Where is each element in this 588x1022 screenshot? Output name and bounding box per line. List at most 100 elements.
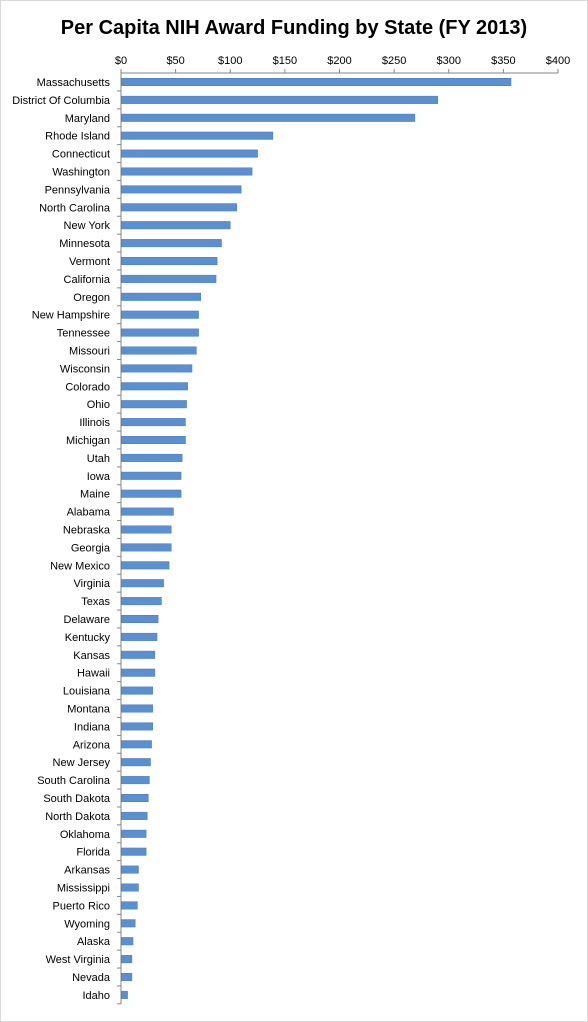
bar-series xyxy=(121,78,512,999)
bar xyxy=(121,937,134,946)
bar xyxy=(121,346,197,355)
category-label: West Virginia xyxy=(46,954,111,966)
bar xyxy=(121,221,231,230)
bar xyxy=(121,418,186,427)
bar xyxy=(121,471,182,480)
category-label: Alabama xyxy=(67,507,111,519)
category-label: Alaska xyxy=(77,936,111,948)
category-label: Puerto Rico xyxy=(53,900,110,912)
category-label: Wisconsin xyxy=(60,363,110,375)
category-label: North Dakota xyxy=(45,811,111,823)
category-label: Minnesota xyxy=(59,238,111,250)
bar xyxy=(121,722,153,731)
category-label: Indiana xyxy=(74,721,111,733)
category-label: Maryland xyxy=(65,113,110,125)
bar xyxy=(121,776,150,785)
bar xyxy=(121,758,151,767)
bar xyxy=(121,113,416,122)
category-label: Illinois xyxy=(79,417,110,429)
x-tick-label: $150 xyxy=(273,55,297,67)
category-label: Iowa xyxy=(87,471,111,483)
bar xyxy=(121,543,172,552)
bar xyxy=(121,955,133,964)
category-label: South Carolina xyxy=(37,775,111,787)
category-label: Mississippi xyxy=(57,883,110,895)
category-label: Michigan xyxy=(66,435,110,447)
category-label: New Mexico xyxy=(50,560,110,572)
bar xyxy=(121,507,174,516)
bar xyxy=(121,382,188,391)
x-tick-label: $400 xyxy=(546,55,570,67)
category-label: Washington xyxy=(52,167,110,179)
bar xyxy=(121,740,152,749)
category-label: Tennessee xyxy=(57,328,110,340)
category-label: District Of Columbia xyxy=(12,95,111,107)
category-label: Nebraska xyxy=(63,525,111,537)
x-tick-label: $250 xyxy=(382,55,406,67)
category-label: Rhode Island xyxy=(45,131,110,143)
category-label: Georgia xyxy=(71,542,111,554)
category-label: New Jersey xyxy=(53,757,111,769)
bar xyxy=(121,328,199,337)
bar xyxy=(121,990,128,999)
bar xyxy=(121,668,156,677)
category-label: Kansas xyxy=(73,650,110,662)
category-label: Idaho xyxy=(82,990,110,1002)
bar xyxy=(121,131,274,140)
bar xyxy=(121,274,217,283)
category-label: Maine xyxy=(80,489,110,501)
category-label: Nevada xyxy=(72,972,111,984)
bar xyxy=(121,257,218,265)
category-label: Colorado xyxy=(65,381,110,393)
bar xyxy=(121,561,170,570)
category-label: Arizona xyxy=(73,739,111,751)
x-tick-label: $0 xyxy=(115,55,127,67)
x-tick-label: $100 xyxy=(218,55,242,67)
category-labels: Massachusetts District Of Columbia Marylan… xyxy=(12,77,121,1005)
bar xyxy=(121,525,172,534)
category-label: Connecticut xyxy=(52,149,110,161)
bar xyxy=(121,78,512,86)
bar xyxy=(121,310,199,319)
x-tick-label: $50 xyxy=(166,55,184,67)
bar xyxy=(121,364,193,373)
bar xyxy=(121,95,439,104)
category-label: Florida xyxy=(76,847,111,859)
x-tick-label: $300 xyxy=(437,55,461,67)
category-label: Virginia xyxy=(74,578,111,590)
category-label: Montana xyxy=(67,704,111,716)
bar xyxy=(121,704,153,713)
bar xyxy=(121,597,162,606)
category-label: Wyoming xyxy=(64,918,110,930)
bar xyxy=(121,436,186,444)
category-label: Arkansas xyxy=(64,865,110,877)
bar xyxy=(121,185,242,194)
x-tick-label: $350 xyxy=(491,55,515,67)
category-label: Pennsylvania xyxy=(45,184,111,196)
category-label: North Carolina xyxy=(39,202,111,214)
category-label: Oregon xyxy=(73,292,110,304)
category-label: Oklahoma xyxy=(60,829,111,841)
bar xyxy=(121,453,183,462)
category-label: Utah xyxy=(87,453,110,465)
category-label: Kentucky xyxy=(65,632,111,644)
x-axis-ticks: $0 $50 $100 $150 $200 $250 $300 $350 $400 xyxy=(115,55,570,73)
category-label: California xyxy=(64,274,111,286)
category-label: New York xyxy=(64,220,111,232)
chart-title: Per Capita NIH Award Funding by State (F… xyxy=(61,17,527,39)
bar xyxy=(121,239,222,248)
bar xyxy=(121,794,149,802)
bar xyxy=(121,901,138,910)
category-label: Hawaii xyxy=(77,668,110,680)
bar xyxy=(121,149,258,158)
category-label: Missouri xyxy=(69,346,110,358)
bar xyxy=(121,292,202,301)
category-label: New Hampshire xyxy=(32,310,110,322)
bar xyxy=(121,973,133,981)
bar xyxy=(121,883,139,892)
bar xyxy=(121,811,148,820)
bar xyxy=(121,400,187,409)
category-label: Ohio xyxy=(87,399,110,411)
